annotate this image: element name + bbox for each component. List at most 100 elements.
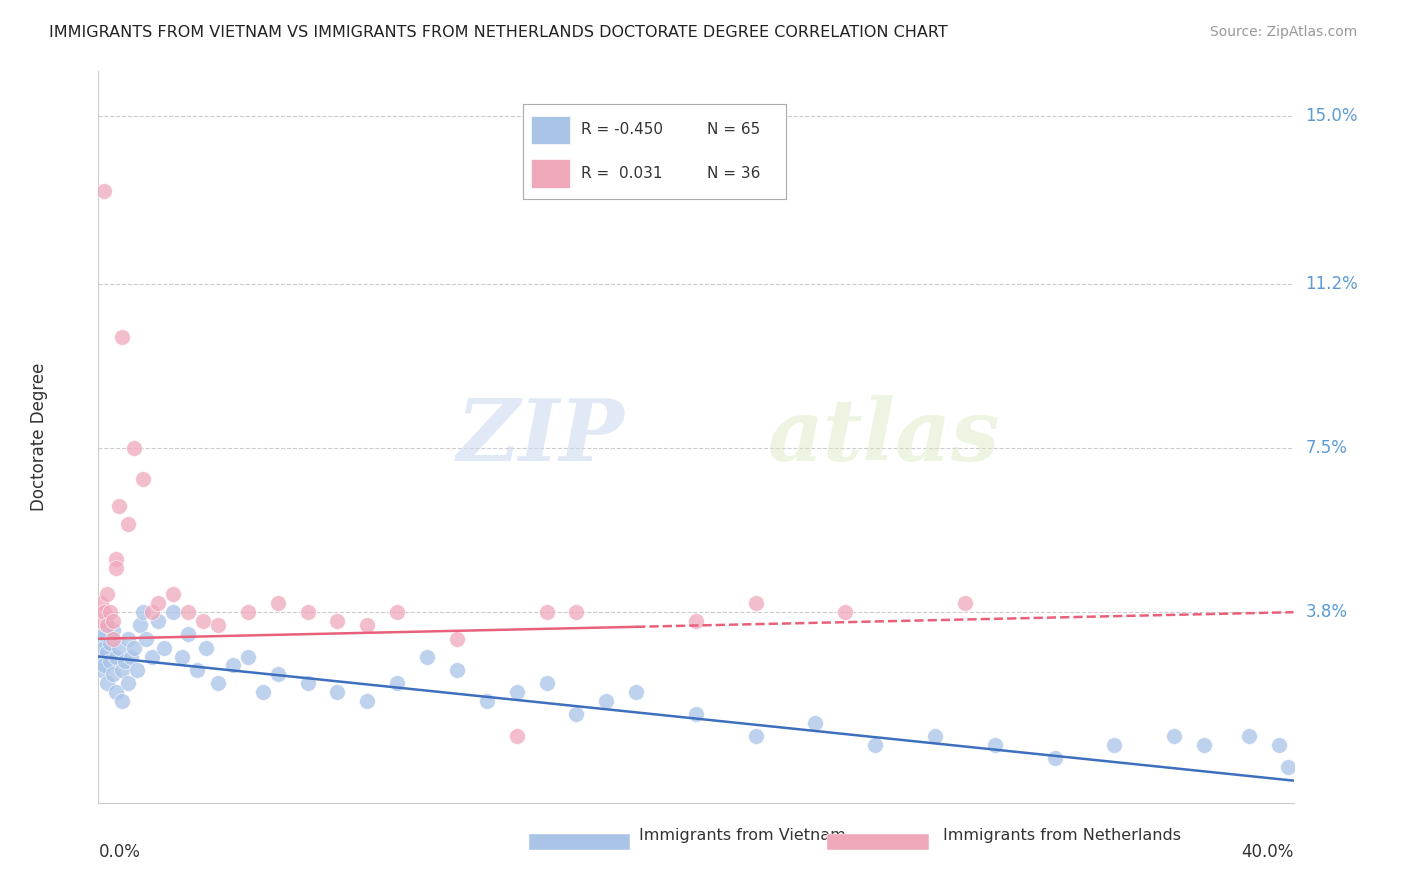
Point bbox=[103, 623, 125, 637]
Point bbox=[804, 716, 827, 731]
Point bbox=[252, 685, 274, 699]
Point bbox=[111, 330, 134, 344]
Point bbox=[105, 649, 128, 664]
Point bbox=[141, 605, 163, 619]
Point bbox=[1267, 738, 1289, 752]
Point bbox=[207, 676, 229, 690]
Point bbox=[267, 667, 290, 681]
Point bbox=[834, 605, 856, 619]
Point bbox=[297, 605, 319, 619]
Point bbox=[385, 676, 409, 690]
Point bbox=[98, 636, 122, 650]
Text: Immigrants from Vietnam: Immigrants from Vietnam bbox=[638, 828, 845, 843]
Point bbox=[865, 738, 887, 752]
Point bbox=[177, 627, 200, 641]
Text: 11.2%: 11.2% bbox=[1306, 275, 1358, 293]
Point bbox=[93, 658, 115, 673]
Point bbox=[195, 640, 218, 655]
Point bbox=[132, 472, 155, 486]
Point bbox=[93, 184, 115, 198]
Point bbox=[90, 649, 112, 664]
Point bbox=[506, 685, 529, 699]
Point bbox=[356, 694, 378, 708]
Point bbox=[153, 640, 176, 655]
Text: Doctorate Degree: Doctorate Degree bbox=[30, 363, 48, 511]
Point bbox=[148, 596, 170, 610]
Point bbox=[90, 632, 112, 646]
Point bbox=[685, 614, 707, 628]
Point bbox=[536, 605, 558, 619]
Point bbox=[93, 627, 115, 641]
Point bbox=[93, 605, 115, 619]
Point bbox=[1043, 751, 1066, 765]
Point bbox=[108, 499, 131, 513]
Point bbox=[111, 663, 134, 677]
Point bbox=[1104, 738, 1126, 752]
Point bbox=[162, 587, 184, 601]
Point bbox=[385, 605, 409, 619]
Point bbox=[105, 561, 128, 575]
Point bbox=[236, 649, 259, 664]
Point bbox=[96, 618, 118, 632]
Point bbox=[186, 663, 208, 677]
Point bbox=[446, 663, 468, 677]
Point bbox=[267, 596, 290, 610]
Point bbox=[924, 729, 946, 743]
Point bbox=[103, 614, 125, 628]
Point bbox=[96, 645, 118, 659]
Point bbox=[1192, 738, 1215, 752]
Point bbox=[745, 596, 768, 610]
Point bbox=[90, 614, 112, 628]
Point bbox=[96, 618, 118, 632]
Text: 15.0%: 15.0% bbox=[1306, 107, 1358, 125]
Point bbox=[111, 694, 134, 708]
Point bbox=[191, 614, 214, 628]
Point bbox=[595, 694, 617, 708]
Point bbox=[90, 596, 112, 610]
Point bbox=[124, 441, 146, 455]
Text: 7.5%: 7.5% bbox=[1306, 439, 1347, 458]
Text: Immigrants from Netherlands: Immigrants from Netherlands bbox=[943, 828, 1181, 843]
Point bbox=[297, 676, 319, 690]
Point bbox=[745, 729, 768, 743]
Point bbox=[117, 516, 139, 531]
Point bbox=[207, 618, 229, 632]
Point bbox=[1277, 760, 1299, 774]
Point bbox=[172, 649, 194, 664]
Text: 40.0%: 40.0% bbox=[1241, 843, 1294, 861]
Point bbox=[103, 667, 125, 681]
Point bbox=[132, 605, 155, 619]
Point bbox=[96, 676, 118, 690]
Point bbox=[236, 605, 259, 619]
Point bbox=[326, 685, 349, 699]
Point bbox=[1163, 729, 1185, 743]
Point bbox=[446, 632, 468, 646]
Point bbox=[120, 649, 142, 664]
Point bbox=[135, 632, 157, 646]
Point bbox=[475, 694, 498, 708]
Point bbox=[124, 640, 146, 655]
FancyBboxPatch shape bbox=[529, 834, 630, 850]
Point bbox=[93, 640, 115, 655]
Point bbox=[96, 587, 118, 601]
Point bbox=[105, 685, 128, 699]
Point bbox=[98, 605, 122, 619]
Point bbox=[177, 605, 200, 619]
Point bbox=[984, 738, 1007, 752]
Point bbox=[90, 663, 112, 677]
Point bbox=[536, 676, 558, 690]
Point bbox=[117, 676, 139, 690]
Point bbox=[326, 614, 349, 628]
Point bbox=[162, 605, 184, 619]
Point bbox=[103, 632, 125, 646]
Text: 3.8%: 3.8% bbox=[1306, 603, 1347, 621]
Point bbox=[953, 596, 976, 610]
Text: ZIP: ZIP bbox=[457, 395, 624, 479]
Text: 0.0%: 0.0% bbox=[98, 843, 141, 861]
Point bbox=[565, 707, 588, 722]
Point bbox=[506, 729, 529, 743]
Point bbox=[127, 663, 149, 677]
Point bbox=[356, 618, 378, 632]
Point bbox=[108, 640, 131, 655]
Point bbox=[1237, 729, 1260, 743]
